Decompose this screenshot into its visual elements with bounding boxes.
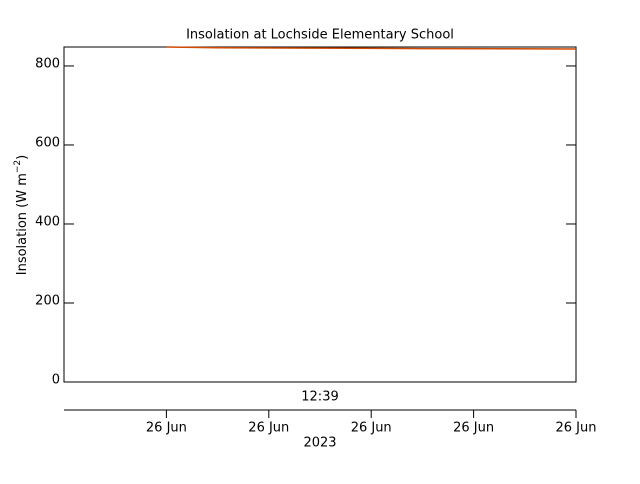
y-label-sup: −2 — [13, 160, 23, 173]
data-line — [166, 46, 577, 50]
y-tick-label: 200 — [35, 293, 60, 308]
x-tick-label: 26 Jun — [146, 421, 187, 436]
y-tick-label: 400 — [35, 214, 60, 229]
x-tick-label: 26 Jun — [453, 421, 494, 436]
y-label-suffix: ) — [15, 155, 30, 160]
plot-frame — [63, 46, 577, 383]
x-tick-label: 26 Jun — [248, 421, 289, 436]
x-tick-label: 26 Jun — [556, 421, 597, 436]
y-axis-label: Insolation (W m−2) — [13, 155, 30, 276]
chart-title: Insolation at Lochside Elementary School — [186, 28, 454, 43]
y-label-text: Insolation (W m — [15, 173, 30, 275]
time-annotation: 12:39 — [301, 390, 338, 405]
y-tick-label: 800 — [35, 56, 60, 71]
year-annotation: 2023 — [303, 436, 336, 451]
y-tick-label: 600 — [35, 135, 60, 150]
x-tick-label: 26 Jun — [351, 421, 392, 436]
y-tick-label: 0 — [52, 373, 60, 388]
